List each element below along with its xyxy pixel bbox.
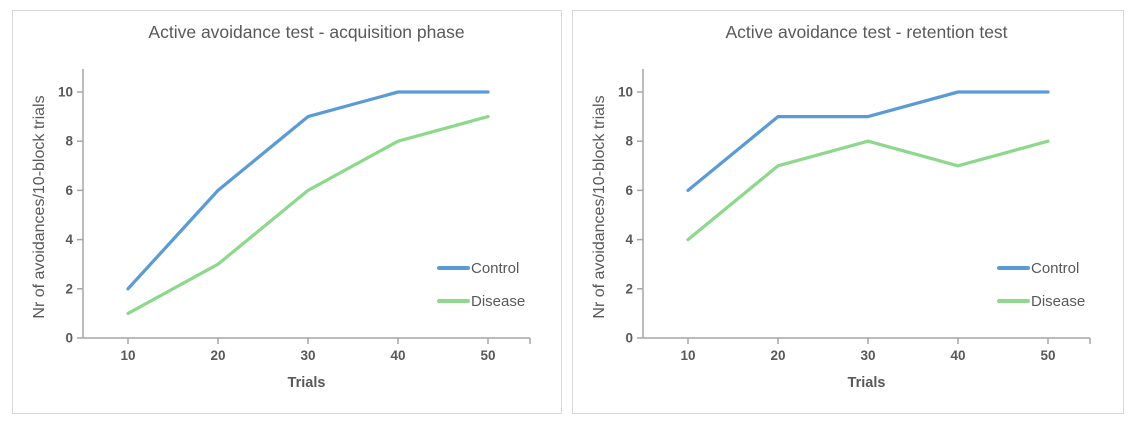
legend-item-control: Control <box>437 258 525 278</box>
plot-area: 0 2 4 6 8 10 10 20 30 40 50 <box>618 69 1091 363</box>
x-axis-title: Trials <box>847 375 886 391</box>
chart-title: Active avoidance test - acquisition phas… <box>148 22 465 42</box>
y-tick-label: 8 <box>65 134 73 149</box>
y-tick-label: 6 <box>65 183 73 198</box>
x-tick-label: 10 <box>680 348 695 363</box>
chart-title: Active avoidance test - retention test <box>725 22 1008 42</box>
series-line-control <box>126 90 490 291</box>
legend: Control Disease <box>437 258 525 311</box>
legend-label-control: Control <box>471 259 520 277</box>
legend-label-control: Control <box>1031 259 1080 277</box>
y-tick-label: 10 <box>58 85 73 100</box>
y-tick-label: 0 <box>65 331 73 346</box>
legend-line-swatch-control <box>997 266 1030 270</box>
series-line-disease <box>126 114 490 316</box>
x-tick-label: 20 <box>210 348 225 363</box>
x-tick-label: 50 <box>480 348 495 363</box>
x-tick-label: 40 <box>950 348 965 363</box>
plot-area: 0 2 4 6 8 10 10 20 30 40 50 <box>58 69 531 363</box>
chart-panel-retention: Active avoidance test - retention test N… <box>572 10 1124 414</box>
chart-panel-acquisition: Active avoidance test - acquisition phas… <box>12 10 562 414</box>
legend-line-swatch-disease <box>997 299 1030 303</box>
legend-label-disease: Disease <box>471 292 526 310</box>
x-axis-title: Trials <box>287 375 326 391</box>
legend-item-disease: Disease <box>437 291 525 311</box>
legend-item-disease: Disease <box>997 291 1085 311</box>
x-tick-label: 40 <box>390 348 405 363</box>
x-tick-label: 20 <box>770 348 785 363</box>
y-tick-label: 8 <box>625 134 633 149</box>
y-tick-label: 0 <box>625 331 633 346</box>
x-tick-label: 30 <box>300 348 315 363</box>
legend-item-control: Control <box>997 258 1085 278</box>
y-tick-label: 4 <box>625 232 633 247</box>
x-tick-label: 30 <box>860 348 875 363</box>
series-line-control <box>686 90 1050 193</box>
y-tick-label: 4 <box>65 232 73 247</box>
series-line-disease <box>686 139 1050 242</box>
legend-line-swatch-disease <box>437 299 470 303</box>
x-tick-label: 50 <box>1040 348 1055 363</box>
legend: Control Disease <box>997 258 1085 311</box>
x-tick-label: 10 <box>120 348 135 363</box>
y-tick-label: 10 <box>618 85 633 100</box>
legend-label-disease: Disease <box>1031 292 1086 310</box>
y-tick-label: 2 <box>625 281 633 296</box>
y-tick-label: 6 <box>625 183 633 198</box>
legend-line-swatch-control <box>437 266 470 270</box>
y-tick-label: 2 <box>65 281 73 296</box>
